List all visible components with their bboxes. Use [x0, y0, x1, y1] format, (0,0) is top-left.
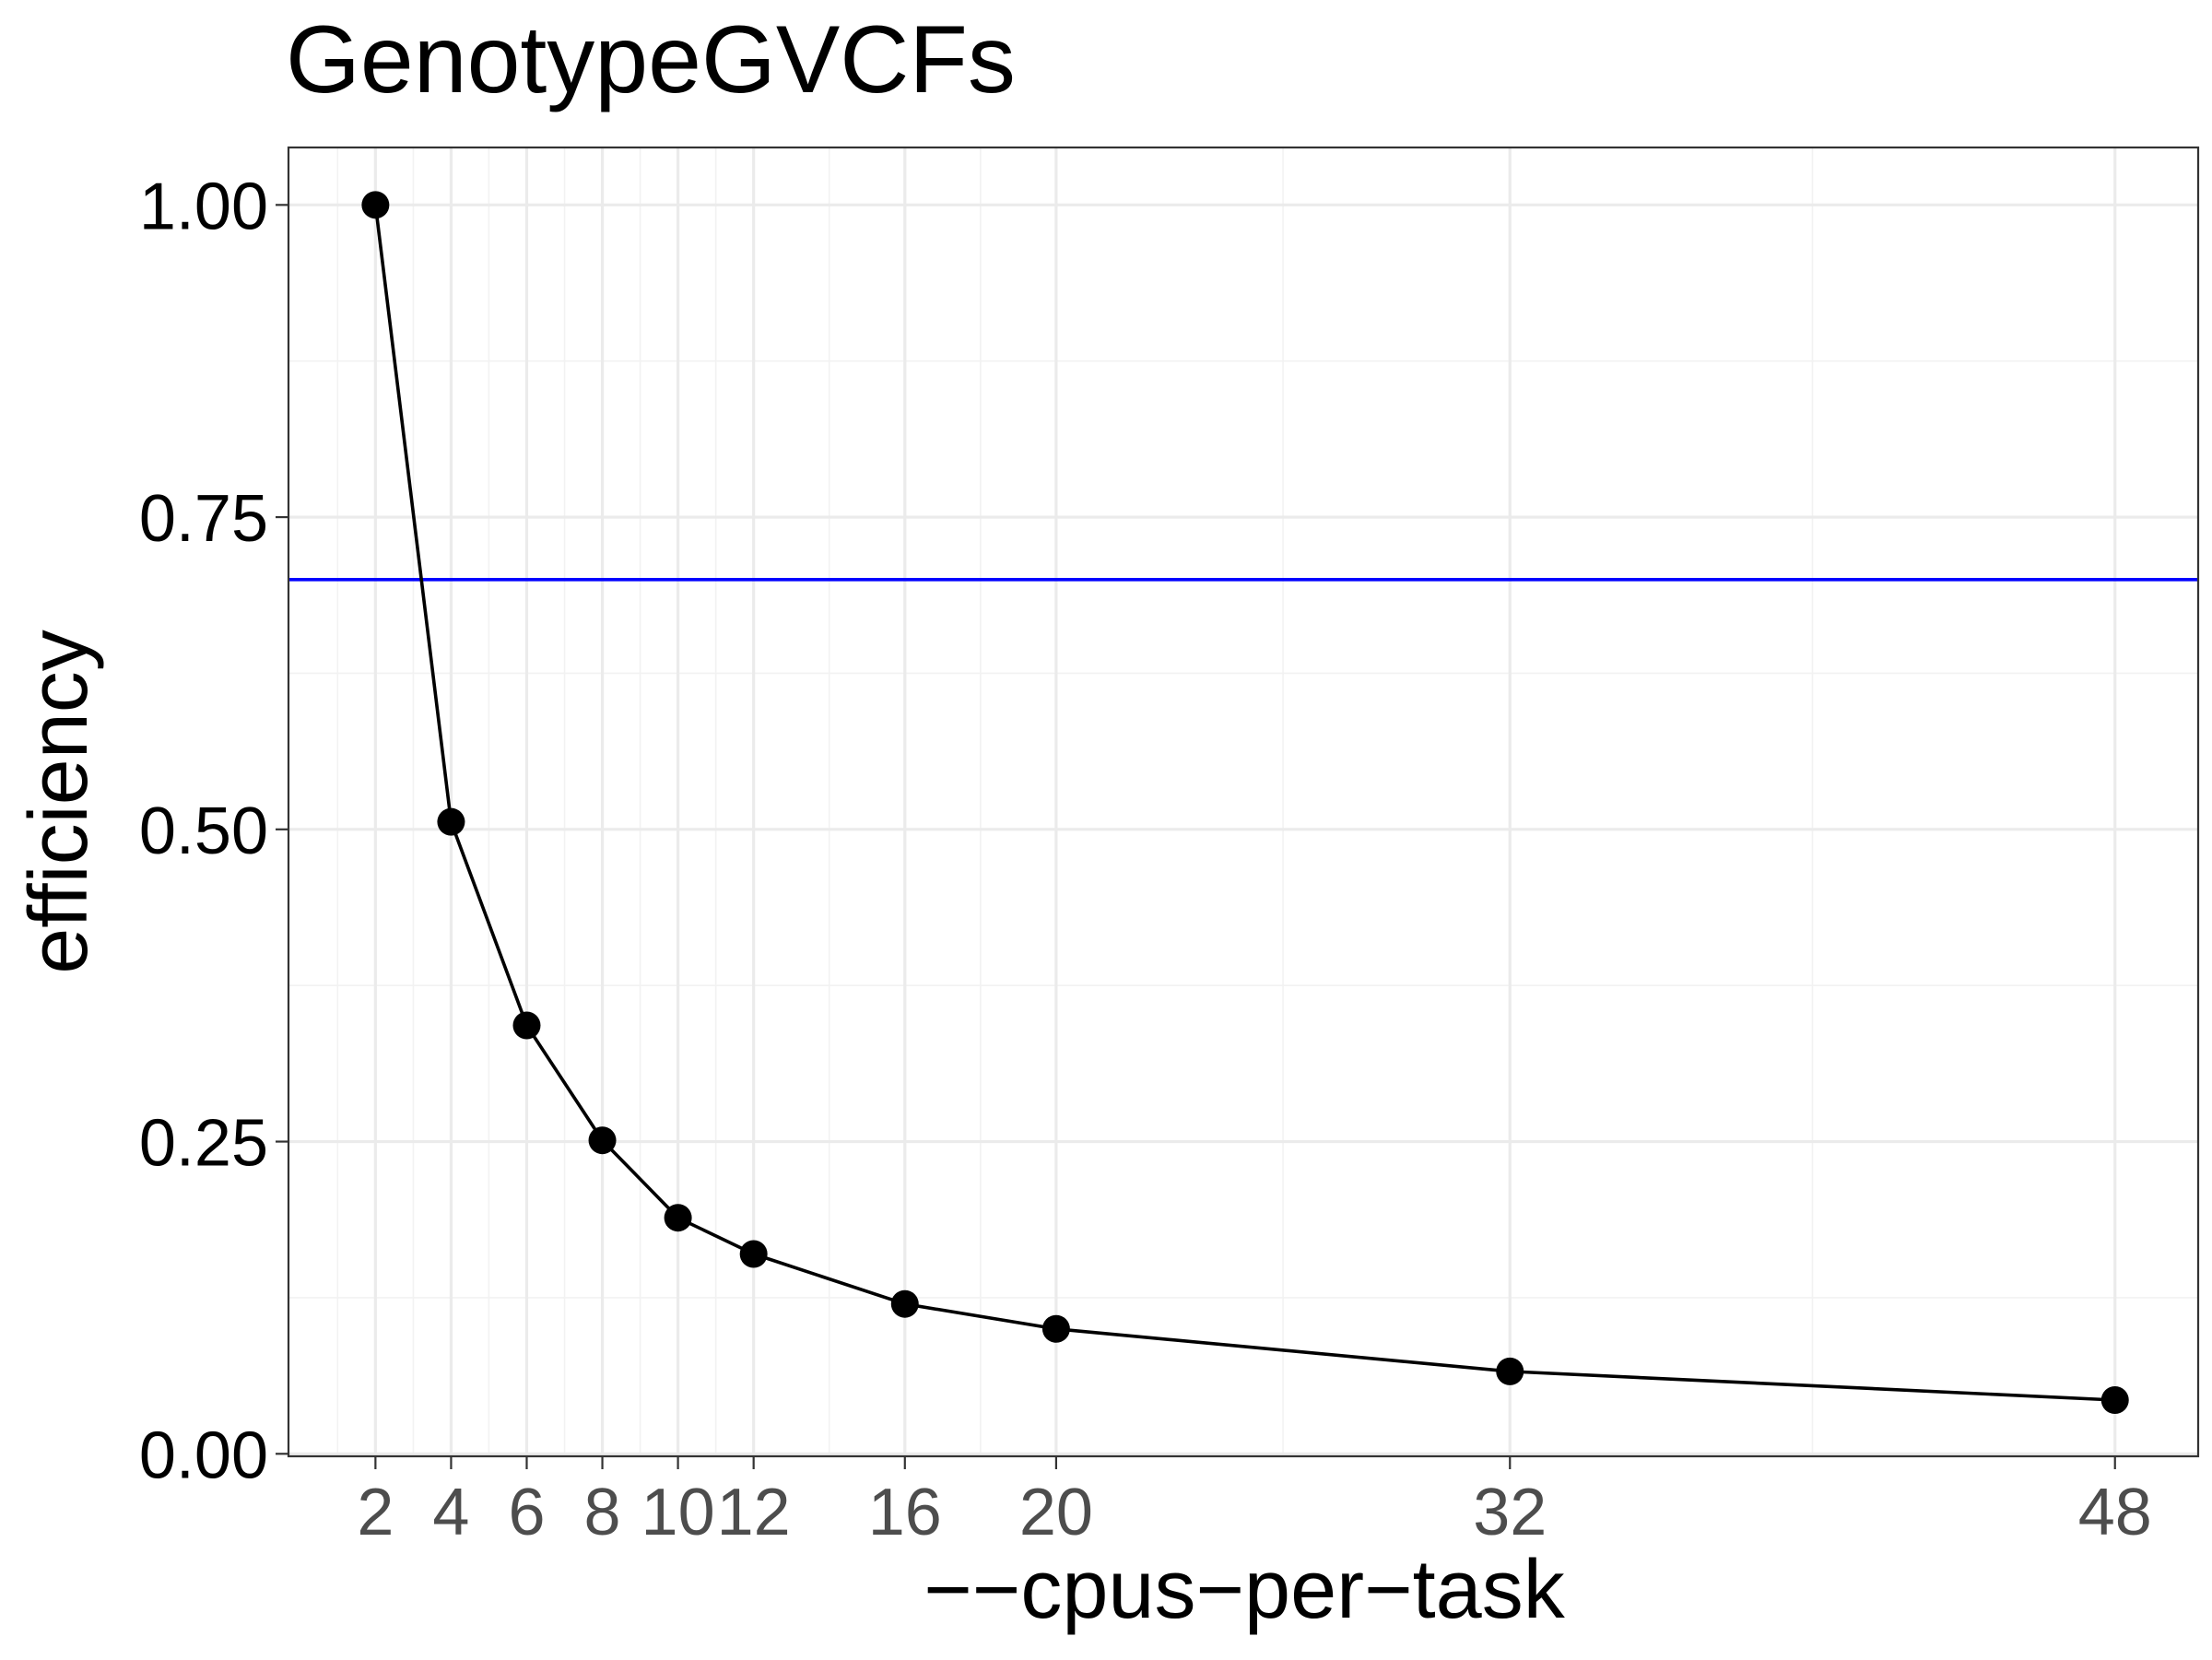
- series-line: [373, 205, 2115, 1402]
- y-tick-label: 1.00: [139, 170, 268, 243]
- data-series: [361, 191, 2129, 1415]
- minor-gridlines: [288, 147, 2198, 1456]
- data-point: [512, 1011, 541, 1040]
- x-tick-label: 12: [717, 1476, 791, 1549]
- data-point: [588, 1126, 617, 1155]
- x-tick-label: 4: [432, 1476, 469, 1549]
- y-tick-label: 0.25: [139, 1107, 268, 1181]
- data-point: [1496, 1357, 1524, 1385]
- y-tick-label: 0.50: [139, 795, 268, 868]
- y-tick-label: 0.00: [139, 1419, 268, 1492]
- data-point: [437, 807, 465, 836]
- data-point: [890, 1289, 919, 1318]
- x-axis: 2 4 6 8 10 12 16 20 32 48: [357, 1456, 2152, 1549]
- x-tick-label: 2: [357, 1476, 394, 1549]
- x-tick-label: 6: [508, 1476, 545, 1549]
- chart-title: GenotypeGVCFs: [286, 6, 1016, 113]
- y-axis-label: efficiency: [13, 630, 105, 974]
- plot-panel: [288, 147, 2198, 1456]
- x-tick-label: 16: [868, 1476, 942, 1549]
- data-point: [361, 191, 390, 219]
- x-tick-label: 48: [2078, 1476, 2152, 1549]
- x-tick-label: 8: [584, 1476, 621, 1549]
- panel-border-rect: [287, 146, 2200, 1458]
- panel-background: [288, 147, 2198, 1456]
- x-tick-label: 20: [1019, 1476, 1093, 1549]
- x-axis-label: −−cpus−per−task: [924, 1544, 1565, 1636]
- data-point: [664, 1204, 692, 1232]
- data-point: [1041, 1314, 1070, 1343]
- major-gridlines: [288, 147, 2198, 1456]
- y-tick-label: 0.75: [139, 482, 268, 556]
- panel-border: [287, 146, 2200, 1458]
- data-point: [739, 1240, 768, 1268]
- y-axis: 0.00 0.25 0.50 0.75 1.00: [139, 170, 288, 1492]
- x-tick-label: 10: [641, 1476, 715, 1549]
- data-point: [2100, 1386, 2129, 1415]
- x-tick-label: 32: [1473, 1476, 1547, 1549]
